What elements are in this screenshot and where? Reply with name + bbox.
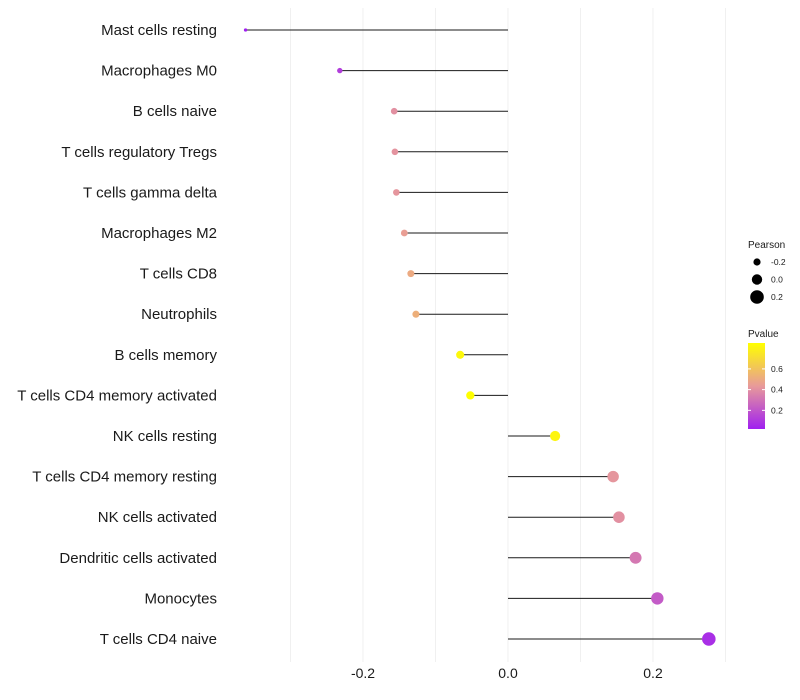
category-label: T cells gamma delta xyxy=(83,184,218,201)
grid-lines xyxy=(290,8,726,662)
category-label: B cells naive xyxy=(133,103,217,120)
category-label: Mast cells resting xyxy=(101,22,217,39)
pvalue-colorbar xyxy=(748,343,765,429)
lollipop-point xyxy=(412,310,420,318)
lollipop-point xyxy=(393,189,400,196)
legend-size-key xyxy=(750,290,764,304)
category-label: T cells CD4 naive xyxy=(100,631,217,648)
category-label: T cells CD4 memory activated xyxy=(17,387,217,404)
legend: Pearson -0.2 0.0 0.2 Pvalue 0.2 0.4 0.6 xyxy=(748,240,786,429)
lollipop-point xyxy=(390,107,398,115)
legend-size-key xyxy=(753,258,761,266)
lollipop-point xyxy=(337,67,343,74)
legend-size-label: 0.0 xyxy=(771,275,783,285)
category-label: NK cells activated xyxy=(98,509,217,526)
lollipop-point xyxy=(466,391,475,400)
legend-size-label: -0.2 xyxy=(771,257,786,267)
lollipop-point xyxy=(391,148,399,156)
lollipop-point xyxy=(456,350,465,359)
lollipop-point xyxy=(550,430,561,442)
category-label: T cells CD8 xyxy=(140,266,217,283)
colorbar-tick-label: 0.4 xyxy=(771,385,783,395)
x-tick-label: 0.2 xyxy=(643,665,663,681)
category-label: Dendritic cells activated xyxy=(59,550,217,567)
x-axis: -0.2 0.0 0.2 xyxy=(351,665,663,681)
legend-size-title: Pearson xyxy=(748,240,785,251)
category-label: T cells CD4 memory resting xyxy=(32,469,217,486)
legend-color-title: Pvalue xyxy=(748,329,779,340)
category-label: NK cells resting xyxy=(113,428,217,445)
lollipop-point xyxy=(629,551,642,564)
x-tick-label: 0.0 xyxy=(498,665,518,681)
legend-size-key xyxy=(751,274,763,285)
lollipop-point xyxy=(243,28,248,32)
category-label: Macrophages M2 xyxy=(101,225,217,242)
category-label: Neutrophils xyxy=(141,306,217,323)
lollipop-point xyxy=(702,632,716,646)
lollipop-point xyxy=(607,470,619,483)
colorbar-tick-label: 0.6 xyxy=(771,364,783,374)
lollipop-point xyxy=(651,592,664,605)
data-marks: Mast cells resting Macrophages M0 B cells … xyxy=(17,22,716,648)
colorbar-tick-label: 0.2 xyxy=(771,405,783,415)
lollipop-point xyxy=(400,229,408,237)
category-label: Monocytes xyxy=(144,590,217,607)
x-tick-label: -0.2 xyxy=(351,665,375,681)
lollipop-point xyxy=(613,511,625,523)
category-label: Macrophages M0 xyxy=(101,63,217,80)
category-label: T cells regulatory Tregs xyxy=(61,144,217,161)
legend-size-label: 0.2 xyxy=(771,292,783,302)
lollipop-point xyxy=(407,270,415,278)
category-label: B cells memory xyxy=(114,347,217,364)
